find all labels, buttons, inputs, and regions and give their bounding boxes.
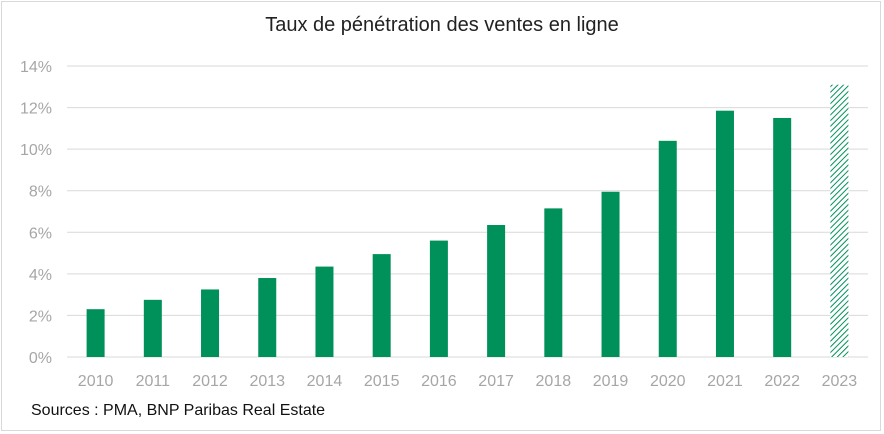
bar-projected bbox=[830, 84, 849, 357]
bar bbox=[315, 266, 334, 357]
y-tick-label: 10% bbox=[20, 142, 52, 159]
x-tick-label: 2019 bbox=[593, 373, 629, 390]
bar bbox=[544, 208, 563, 357]
source-note: Sources : PMA, BNP Paribas Real Estate bbox=[31, 402, 326, 419]
bar bbox=[429, 240, 448, 357]
bar bbox=[658, 140, 677, 357]
x-tick-label: 2020 bbox=[650, 373, 686, 390]
bars bbox=[86, 84, 849, 357]
x-tick-label: 2016 bbox=[421, 373, 457, 390]
bar bbox=[372, 254, 391, 357]
bar bbox=[601, 191, 620, 357]
gridlines bbox=[67, 65, 868, 358]
x-tick-label: 2012 bbox=[192, 373, 228, 390]
x-tick-label: 2023 bbox=[822, 373, 858, 390]
bar bbox=[258, 278, 277, 357]
x-tick-label: 2011 bbox=[136, 373, 171, 390]
y-tick-label: 0% bbox=[29, 350, 52, 367]
bar bbox=[715, 110, 734, 357]
x-tick-label: 2018 bbox=[536, 373, 572, 390]
chart-title: Taux de pénétration des ventes en ligne bbox=[265, 14, 619, 36]
y-tick-label: 4% bbox=[29, 267, 52, 284]
x-tick-label: 2014 bbox=[307, 373, 343, 390]
bar bbox=[86, 309, 105, 357]
bar bbox=[487, 225, 506, 357]
y-tick-label: 6% bbox=[29, 225, 52, 242]
y-tick-label: 14% bbox=[20, 59, 52, 76]
y-tick-label: 2% bbox=[29, 308, 52, 325]
y-tick-label: 8% bbox=[29, 184, 52, 201]
x-tick-label: 2017 bbox=[478, 373, 514, 390]
bar bbox=[773, 117, 792, 357]
bar bbox=[201, 289, 220, 357]
y-axis-ticks: 0% 2% 4% 6% 8% 10% 12% 14% bbox=[20, 59, 52, 367]
bar bbox=[143, 299, 162, 357]
x-axis-ticks: 2010 2011 2012 2013 2014 2015 2016 2017 2018 2019… bbox=[78, 373, 857, 390]
x-tick-label: 2021 bbox=[707, 373, 743, 390]
x-tick-label: 2010 bbox=[78, 373, 114, 390]
x-tick-label: 2015 bbox=[364, 373, 400, 390]
y-tick-label: 12% bbox=[20, 101, 52, 118]
x-tick-label: 2022 bbox=[764, 373, 800, 390]
x-tick-label: 2013 bbox=[249, 373, 285, 390]
